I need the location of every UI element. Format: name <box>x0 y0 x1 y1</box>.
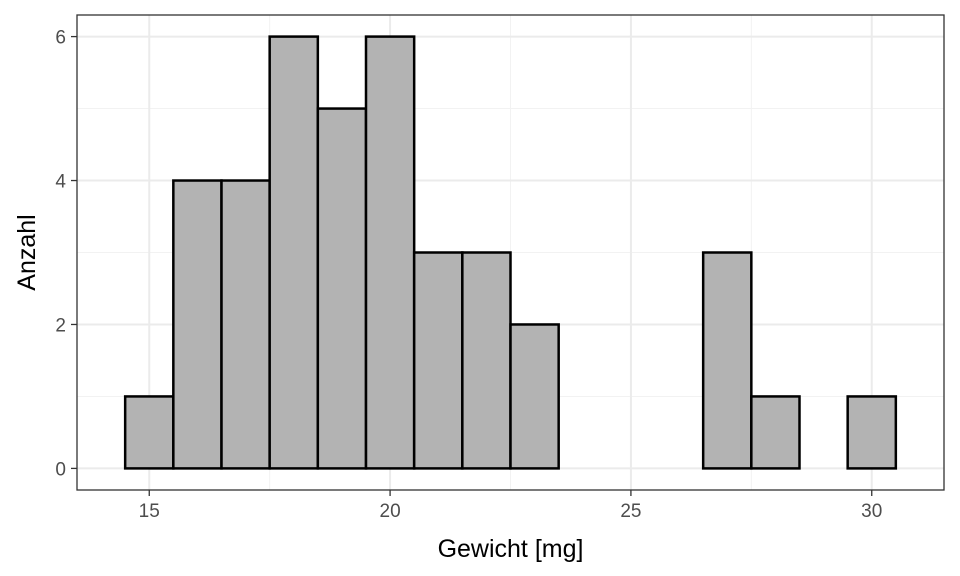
x-axis-title: Gewicht [mg] <box>438 535 584 563</box>
x-tick-label: 20 <box>380 501 401 522</box>
histogram-bar <box>220 179 271 470</box>
histogram-bar <box>316 107 368 470</box>
x-tick-label: 25 <box>620 501 641 522</box>
y-tick-label: 2 <box>55 315 66 336</box>
histogram-bar <box>268 35 320 470</box>
histogram-bar <box>846 395 898 470</box>
histogram-bar <box>172 179 223 470</box>
plot-panel-border <box>76 14 945 491</box>
histogram-bar <box>509 323 560 470</box>
histogram-bar <box>701 251 753 470</box>
histogram-bar <box>461 251 512 470</box>
x-tick-label: 15 <box>139 501 160 522</box>
y-axis-ticks: 0 2 4 6 <box>55 28 77 480</box>
y-tick-label: 0 <box>55 459 66 480</box>
y-tick-label: 4 <box>55 172 66 193</box>
y-tick-label: 6 <box>55 28 66 49</box>
histogram-bar <box>412 251 464 470</box>
histogram-bar <box>364 35 416 470</box>
y-axis-title: Anzahl <box>13 214 41 290</box>
histogram-bars <box>123 35 898 470</box>
x-axis-ticks: 15 20 25 30 <box>139 490 882 522</box>
histogram-bar <box>123 395 175 470</box>
histogram-bar <box>750 395 801 470</box>
x-tick-label: 30 <box>861 501 882 522</box>
